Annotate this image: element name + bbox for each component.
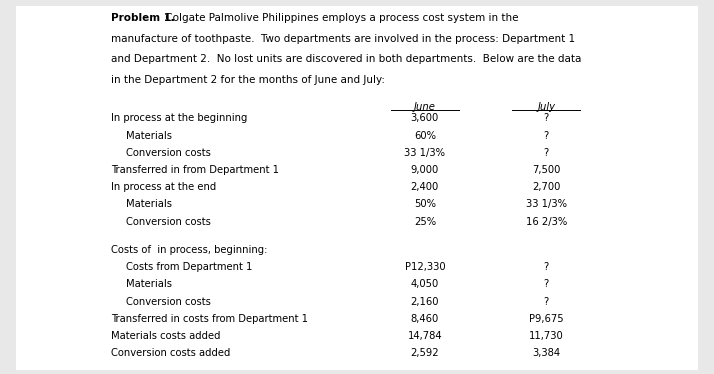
Text: ?: ? xyxy=(543,113,549,123)
Text: ?: ? xyxy=(543,131,549,141)
Text: 60%: 60% xyxy=(414,131,436,141)
Text: ?: ? xyxy=(543,297,549,307)
Text: 4,050: 4,050 xyxy=(411,279,439,289)
Text: 50%: 50% xyxy=(414,199,436,209)
Text: 8,460: 8,460 xyxy=(411,314,439,324)
Text: Materials: Materials xyxy=(126,279,172,289)
Text: In process at the end: In process at the end xyxy=(111,182,216,192)
Text: ?: ? xyxy=(543,279,549,289)
Text: 3,600: 3,600 xyxy=(411,113,439,123)
Text: 2,700: 2,700 xyxy=(532,182,560,192)
Text: ?: ? xyxy=(543,262,549,272)
Text: P12,330: P12,330 xyxy=(405,262,445,272)
Text: Conversion costs: Conversion costs xyxy=(126,148,211,158)
Text: Costs of  in process, beginning:: Costs of in process, beginning: xyxy=(111,245,267,255)
Text: P9,675: P9,675 xyxy=(529,314,563,324)
Text: Materials: Materials xyxy=(126,199,172,209)
Text: In process at the beginning: In process at the beginning xyxy=(111,113,247,123)
Text: 33 1/3%: 33 1/3% xyxy=(526,199,567,209)
Text: June: June xyxy=(414,102,436,112)
Text: 3,384: 3,384 xyxy=(532,348,560,358)
Text: Materials costs added: Materials costs added xyxy=(111,331,220,341)
Text: Materials: Materials xyxy=(126,131,172,141)
Text: manufacture of toothpaste.  Two departments are involved in the process: Departm: manufacture of toothpaste. Two departmen… xyxy=(111,34,575,44)
Text: Costs from Department 1: Costs from Department 1 xyxy=(126,262,253,272)
Text: and Department 2.  No lost units are discovered in both departments.  Below are : and Department 2. No lost units are disc… xyxy=(111,54,581,64)
Text: 9,000: 9,000 xyxy=(411,165,439,175)
Text: 2,400: 2,400 xyxy=(411,182,439,192)
Text: Conversion costs: Conversion costs xyxy=(126,297,211,307)
Text: 25%: 25% xyxy=(414,217,436,227)
Text: 14,784: 14,784 xyxy=(408,331,442,341)
Text: Transferred in from Department 1: Transferred in from Department 1 xyxy=(111,165,278,175)
Text: Transferred in costs from Department 1: Transferred in costs from Department 1 xyxy=(111,314,308,324)
Text: 7,500: 7,500 xyxy=(532,165,560,175)
Text: 2,160: 2,160 xyxy=(411,297,439,307)
Text: Conversion costs: Conversion costs xyxy=(126,217,211,227)
Text: 16 2/3%: 16 2/3% xyxy=(526,217,567,227)
Text: July: July xyxy=(537,102,555,112)
Text: 33 1/3%: 33 1/3% xyxy=(404,148,446,158)
Text: 2,592: 2,592 xyxy=(411,348,439,358)
Text: 11,730: 11,730 xyxy=(529,331,563,341)
Text: ?: ? xyxy=(543,148,549,158)
Text: Conversion costs added: Conversion costs added xyxy=(111,348,230,358)
Text: Problem 1.: Problem 1. xyxy=(111,13,175,23)
Text: in the Department 2 for the months of June and July:: in the Department 2 for the months of Ju… xyxy=(111,75,385,85)
Text: Colgate Palmolive Philippines employs a process cost system in the: Colgate Palmolive Philippines employs a … xyxy=(162,13,518,23)
